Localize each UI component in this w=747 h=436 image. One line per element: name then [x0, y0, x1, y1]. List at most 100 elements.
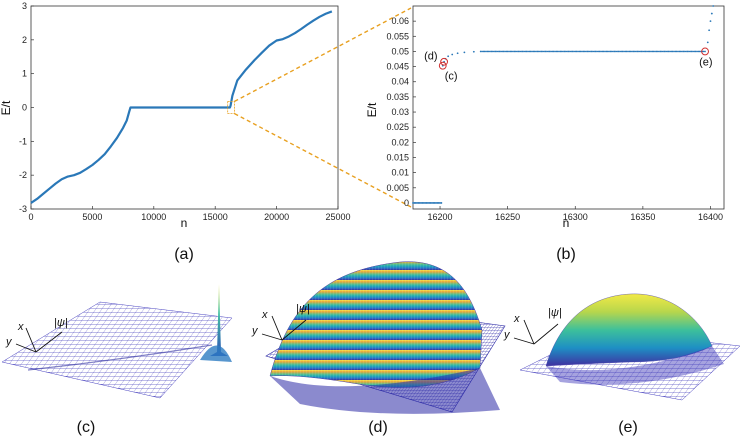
panel-b-plateau-point	[640, 50, 643, 53]
panel-b-plateau-point	[525, 50, 528, 53]
panel-b-plateau-point	[523, 50, 525, 53]
panel-b-plateau-point	[619, 50, 621, 53]
panel-b-plateau-point	[651, 50, 654, 53]
panel-b-plateau-point	[532, 50, 535, 53]
panel-b-plateau-point	[579, 50, 582, 53]
panel-b-plateau-point	[666, 50, 669, 53]
panel-a-ytick-label: 1	[22, 69, 27, 79]
panel-b-zero-state-point	[416, 202, 418, 204]
panel-b-plateau-point	[663, 50, 666, 53]
panel-b-plateau-point	[481, 50, 483, 53]
panel-b-plateau-point	[650, 50, 652, 53]
panel-b-plateau-point	[569, 50, 571, 53]
panel-b-plateau-point	[577, 50, 579, 53]
panel-a-xtick-label: 20000	[264, 212, 289, 222]
panel-b-plateau-point	[631, 50, 633, 53]
panel-b-plateau-point	[704, 50, 706, 53]
panel-b-plateau-point	[583, 50, 586, 53]
panel-b-plateau-point	[550, 50, 552, 53]
panel-b-plateau-point	[692, 50, 694, 53]
panel-b-plateau-point	[539, 50, 541, 53]
panel-b-plateau-point	[697, 50, 700, 53]
panel-b-plateau-point	[613, 50, 616, 53]
panel-a-ylabel: E/t	[0, 100, 13, 115]
panel-b-plateau-point	[520, 50, 522, 53]
surface-c-mesh	[1, 301, 233, 399]
panel-b-plateau-point	[506, 50, 509, 53]
panel-b-ytick-label: 0	[404, 198, 409, 208]
panel-b-plateau-point	[652, 50, 655, 53]
panel-b-plateau-point	[535, 50, 537, 53]
panel-b-zero-state-point	[436, 202, 439, 204]
panel-a-xlabel: n	[181, 216, 188, 230]
panel-b-plateau-point	[609, 50, 612, 53]
panel-b-plateau-point	[544, 50, 547, 53]
panel-b-ytick-label: 0.005	[386, 183, 409, 193]
panel-b-plateau-point	[489, 50, 491, 53]
panel-b-plateau-point	[516, 50, 518, 53]
surface-e-y-axis: y	[503, 329, 511, 341]
panel-a-ytick-label: -2	[19, 170, 27, 180]
panel-b-zero-state-point	[425, 202, 428, 204]
panel-b-plateau-point	[508, 50, 510, 53]
surface-e-z-axis: |ψ|	[548, 307, 562, 319]
panel-b-plateau-point	[694, 50, 697, 53]
panel-b-plateau-point	[702, 50, 705, 53]
panel-b-plateau-point	[642, 50, 644, 53]
panel-b-plateau-point	[585, 50, 587, 53]
panel-b-plateau-point	[696, 50, 698, 53]
panel-b-plateau-point	[531, 50, 533, 53]
panel-b-plateau-point	[497, 50, 499, 53]
panel-b-plateau-point	[514, 50, 517, 53]
panel-b-ytick-label: 0.015	[386, 152, 409, 162]
panel-b-ytick-label: 0.05	[391, 46, 409, 56]
panel-b-plateau-point	[620, 50, 623, 53]
panel-b-plateau-point	[571, 50, 574, 53]
surface-c-y-axis: y	[5, 336, 13, 348]
panel-b-plateau-point	[673, 50, 675, 53]
surface-plot-c: x y |ψ| (c)	[1, 284, 233, 436]
panel-b-plateau-point	[578, 50, 581, 53]
panel-b-plateau-point	[671, 50, 674, 53]
panel-b-points	[412, 5, 715, 204]
panel-b-plateau-point	[574, 50, 577, 53]
panel-b-chart: 16200 16250 16300 16350 16400 0 0.005 0.01 0.015…	[365, 5, 725, 263]
panel-a-ytick-label: 0	[22, 103, 27, 113]
panel-b-plateau-point	[633, 50, 636, 53]
zoom-link-lines	[234, 7, 412, 208]
panel-b-plateau-point	[504, 50, 506, 53]
panel-b-plateau-point	[529, 50, 532, 53]
panel-b-plateau-point	[682, 50, 685, 53]
panel-b-ylabel: E/t	[365, 102, 379, 117]
panel-b-plateau-point	[500, 50, 502, 53]
panel-b-plateau-point	[517, 50, 520, 53]
panel-b-zero-state-point	[422, 202, 425, 204]
panel-b-edge-state-point	[451, 53, 454, 56]
panel-b-plateau-point	[675, 50, 678, 53]
surface-c-edge-peak-base	[200, 345, 232, 362]
surface-c-caption: (c)	[77, 419, 96, 436]
panel-b-plateau-point	[558, 50, 560, 53]
surface-c-ridge	[27, 344, 213, 371]
panel-b-plateau-point	[542, 50, 544, 53]
panel-a-zoom-box	[227, 101, 235, 114]
panel-b-ytick-label: 0.035	[386, 92, 409, 102]
panel-b-plateau-point	[629, 50, 632, 53]
panel-b-zero-state-point	[412, 202, 414, 204]
panel-b-plateau-point	[570, 50, 573, 53]
panel-b-annotation-label: (e)	[699, 56, 712, 68]
panel-b-plateau-point	[573, 50, 575, 53]
panel-b-plateau-point	[670, 50, 673, 53]
panel-b-plateau-point	[524, 50, 527, 53]
panel-b-plateau-point	[656, 50, 659, 53]
panel-b-plateau-point	[482, 50, 485, 53]
panel-b-plateau-point	[560, 50, 563, 53]
panel-a-ytick-label: 2	[22, 35, 27, 45]
surface-plot-e: x y |ψ| (e)	[503, 293, 741, 436]
panel-b-plateau-point	[683, 50, 686, 53]
panel-b-plateau-point	[527, 50, 529, 53]
panel-b-plateau-point	[597, 50, 600, 53]
panel-b-plateau-point	[678, 50, 681, 53]
panel-b-zero-state-point	[439, 202, 441, 204]
